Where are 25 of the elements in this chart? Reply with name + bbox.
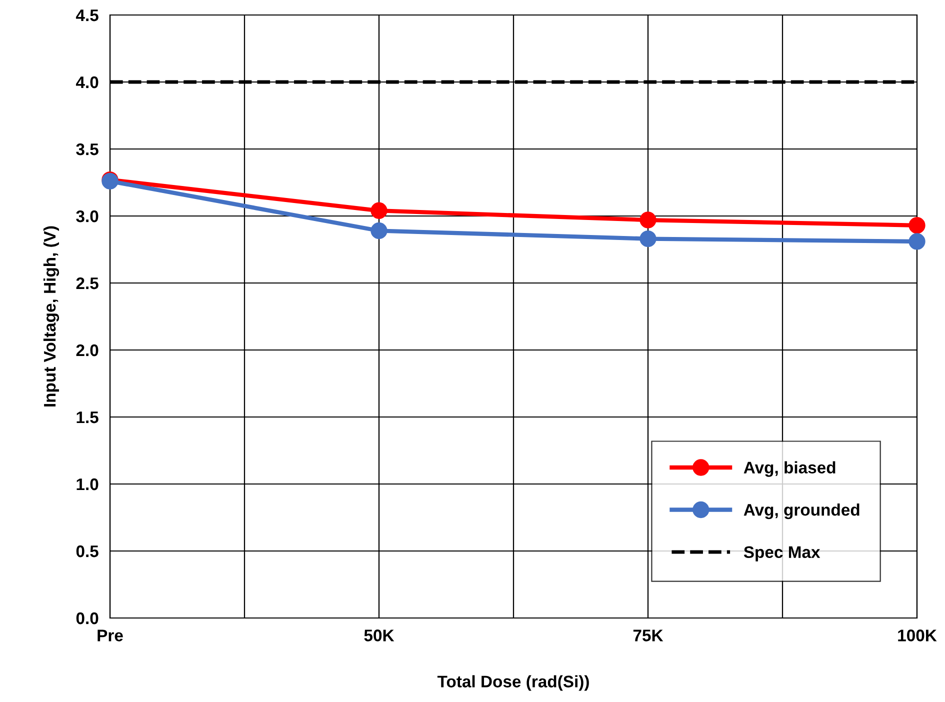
point <box>640 212 656 228</box>
point <box>908 217 926 234</box>
legend-label: Spec Max <box>744 546 820 562</box>
point <box>370 202 388 219</box>
y-tick-label: 2.5 <box>76 277 98 290</box>
y-tick-label: 4.0 <box>76 76 98 88</box>
y-axis-title: Input Voltage, High, (V) <box>43 226 60 406</box>
point <box>370 222 388 240</box>
y-tick-label: 0.0 <box>76 612 98 624</box>
y-tick-label: 3.0 <box>76 210 98 222</box>
x-tick-label: 100K <box>898 630 937 642</box>
y-tick-label: 1.5 <box>76 412 98 424</box>
y-tick-label: 1.0 <box>76 478 98 490</box>
y-tick-label: 4.5 <box>76 10 98 22</box>
y-tick-label: 3.5 <box>76 143 98 156</box>
legend-label: Avg, biased <box>744 461 836 477</box>
x-axis-title: Total Dose (rad(Si)) <box>437 675 589 691</box>
point <box>640 230 656 248</box>
x-tick-label: 75K <box>633 630 664 642</box>
y-tick-label: 2.0 <box>76 344 98 356</box>
x-tick-label: 50K <box>364 630 394 642</box>
point <box>908 233 926 250</box>
y-tick-label: 0.5 <box>76 545 98 558</box>
x-tick-label: Pre <box>98 630 123 642</box>
legend-label: Avg, grounded <box>744 504 860 520</box>
